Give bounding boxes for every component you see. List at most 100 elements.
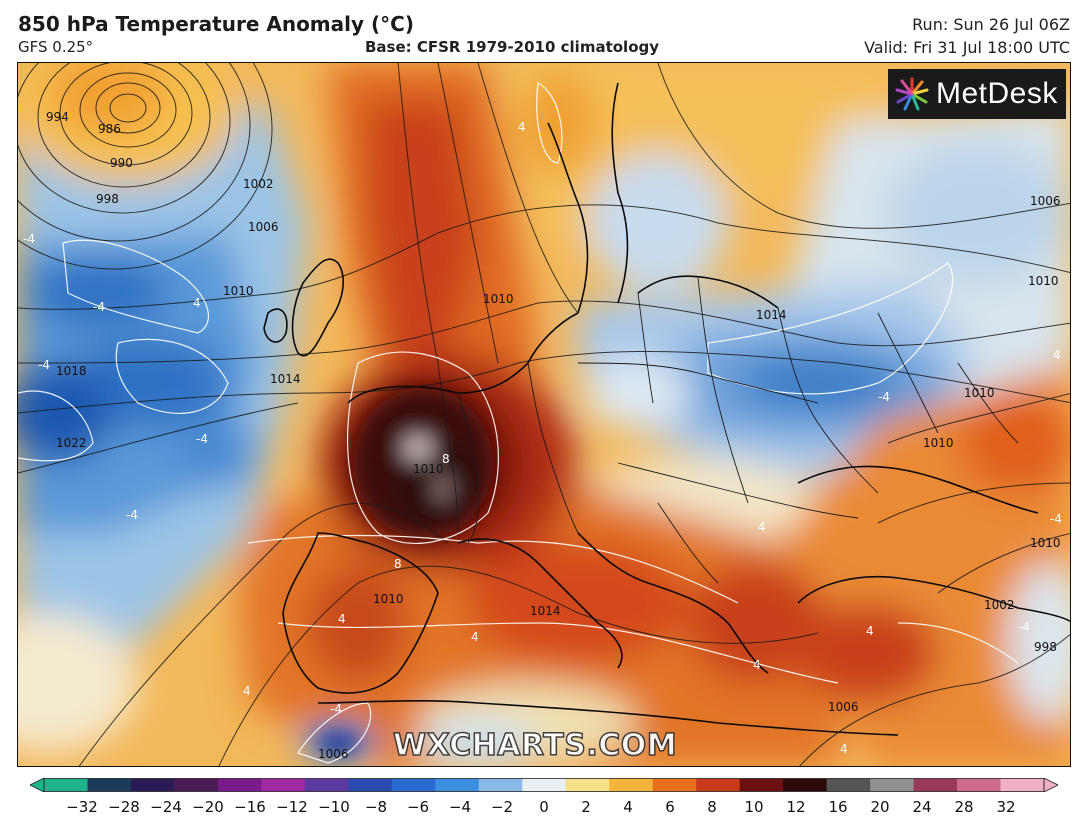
isobar-label: 1022 [56, 436, 87, 450]
heat-core [316, 388, 493, 755]
isobar-label: 1014 [756, 308, 787, 322]
colorbar-segment [609, 778, 654, 792]
colorbar-tick-label: 28 [954, 798, 974, 816]
colorbar-segment [130, 778, 176, 792]
anomaly-label: -4 [196, 432, 208, 446]
anomaly-labels: 4 -4 -4 4 -4 -4 -4 8 8 4 4 -4 4 4 -4 4 -… [23, 120, 1062, 756]
colorbar-tick-label: −28 [108, 798, 140, 816]
colorbar-tick-label: −10 [318, 798, 350, 816]
isobar-label: 1010 [964, 386, 995, 400]
colorbar-segment [783, 778, 828, 792]
colorbar-tick-label: 0 [539, 798, 549, 816]
isobar-label: 990 [110, 156, 133, 170]
colorbar-tick-label: −8 [364, 798, 388, 816]
wxcharts-watermark: WXCHARTS.COM [392, 727, 678, 764]
colorbar-segment [826, 778, 871, 792]
isobar-label: 1010 [223, 284, 254, 298]
colorbar-tick-label: 12 [786, 798, 806, 816]
isobar-label: 1010 [1030, 536, 1061, 550]
colorbar-segment [913, 778, 958, 792]
colorbar-tick-label: 32 [996, 798, 1016, 816]
colorbar-tick-label: 20 [870, 798, 890, 816]
map-canvas: 994 986 990 998 1002 1006 1010 1018 1022… [18, 63, 1070, 766]
anomaly-label: 8 [394, 557, 402, 571]
isobar-label: 1010 [483, 292, 514, 306]
anomaly-contours [18, 82, 1019, 764]
colorbar-segments [44, 778, 1045, 792]
isobar-label: 1006 [318, 747, 349, 761]
colorbar-frame [43, 778, 1045, 792]
colorbar-segment [261, 778, 306, 792]
isobar-label: 998 [1034, 640, 1057, 654]
model-label: GFS 0.25° [18, 38, 94, 56]
isobar-label: 1010 [373, 592, 404, 606]
colorbar-tick-label: −24 [150, 798, 182, 816]
colorbar-segment [739, 778, 784, 792]
colorbar-segment [391, 778, 436, 792]
anomaly-label: -4 [1050, 512, 1062, 526]
isobar-label: 994 [46, 110, 69, 124]
anomaly-label: -4 [126, 508, 138, 522]
colorbar-segment [217, 778, 262, 792]
isobar-label: 1002 [984, 598, 1015, 612]
isobar-label: 1010 [1028, 274, 1059, 288]
colorbar-tick-label: 6 [665, 798, 675, 816]
colorbar-tick-label: 4 [623, 798, 633, 816]
isobar-label: 1006 [828, 700, 859, 714]
colorbar-right-arrow [1043, 778, 1058, 792]
anomaly-label: 4 [338, 612, 346, 626]
base-climatology-label: Base: CFSR 1979-2010 climatology [365, 38, 660, 56]
anomaly-label: 4 [866, 624, 874, 638]
colorbar-segment [522, 778, 567, 792]
colorbar-segment [44, 778, 89, 792]
logo-text: MetDesk [936, 77, 1058, 110]
anomaly-label: 4 [840, 742, 848, 756]
anomaly-label: -4 [330, 702, 342, 716]
anomaly-label: 4 [1053, 348, 1061, 362]
chart-title: 850 hPa Temperature Anomaly (°C) [18, 12, 414, 36]
anomaly-map: 994 986 990 998 1002 1006 1010 1018 1022… [17, 62, 1071, 767]
colorbar-tick-label: −32 [66, 798, 98, 816]
colorbar-tick-label: −16 [234, 798, 266, 816]
colorbar-segment [87, 778, 132, 792]
colorbar-tick-label: 8 [707, 798, 717, 816]
colorbar-tick-label: −12 [276, 798, 308, 816]
anomaly-label: -4 [23, 232, 35, 246]
colorbar-segment [957, 778, 1002, 792]
country-borders [457, 277, 1019, 584]
colorbar-segment [304, 778, 349, 792]
isobar-label: 1002 [243, 177, 274, 191]
isobar-label: 998 [96, 192, 119, 206]
anomaly-label: 4 [471, 630, 479, 644]
colorbar [30, 778, 1058, 792]
coastlines [263, 82, 1070, 736]
isobar-label: 986 [98, 122, 121, 136]
isobar-label: 1006 [1030, 194, 1061, 208]
isobar-label: 1018 [56, 364, 87, 378]
colorbar-tick-label: 24 [912, 798, 932, 816]
valid-time-label: Valid: Fri 31 Jul 18:00 UTC [864, 38, 1070, 57]
colorbar-segment [1000, 778, 1045, 792]
anomaly-label: 4 [518, 120, 526, 134]
colorbar-segment [478, 778, 523, 792]
temperature-anomaly-field [18, 63, 1070, 766]
metdesk-logo: MetDesk [888, 69, 1066, 119]
run-time-label: Run: Sun 26 Jul 06Z [912, 15, 1070, 34]
isobar-label: 1010 [413, 462, 444, 476]
isobars [18, 63, 1070, 766]
colorbar-segment [435, 778, 480, 792]
colorbar-tick-label: 10 [744, 798, 764, 816]
anomaly-label: 4 [243, 684, 251, 698]
starburst-logo-icon [895, 77, 929, 111]
colorbar-tick-label: −20 [192, 798, 224, 816]
isobar-label: 1014 [270, 372, 301, 386]
colorbar-segment [348, 778, 393, 792]
colorbar-tick-label: 2 [581, 798, 591, 816]
colorbar-left-arrow [30, 778, 45, 792]
isobar-label: 1014 [530, 604, 561, 618]
colorbar-tick-label: −6 [406, 798, 430, 816]
anomaly-label: 8 [442, 452, 450, 466]
isobar-label: 1006 [248, 220, 279, 234]
colorbar-segment [174, 778, 219, 792]
colorbar-tick-label: −4 [448, 798, 472, 816]
